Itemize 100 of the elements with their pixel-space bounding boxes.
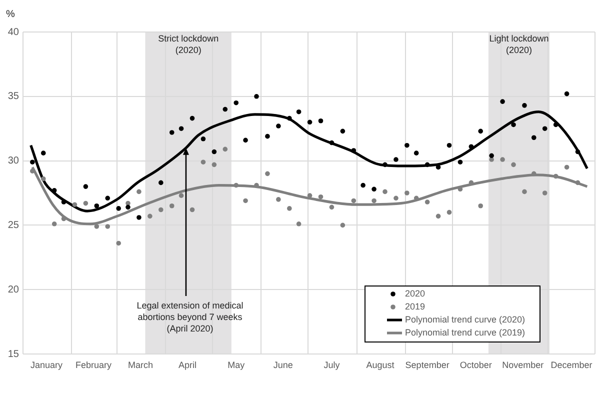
point <box>52 222 57 226</box>
point <box>531 135 536 140</box>
x-tick-label: January <box>30 360 64 370</box>
point <box>424 200 430 204</box>
point <box>404 190 410 196</box>
y-tick-label: 30 <box>8 156 20 167</box>
point <box>40 150 46 156</box>
point <box>94 224 100 229</box>
x-tick-label: March <box>128 360 154 370</box>
point <box>575 149 580 154</box>
x-tick-label: December <box>550 360 592 370</box>
point <box>382 162 388 168</box>
point <box>178 193 184 198</box>
point <box>372 198 376 204</box>
point <box>522 189 527 194</box>
point <box>500 157 505 162</box>
point <box>446 142 452 148</box>
point <box>500 99 505 104</box>
y-tick-label: 40 <box>8 26 20 38</box>
point <box>158 180 164 186</box>
x-tick-label: February <box>76 360 112 370</box>
point <box>243 138 248 143</box>
point <box>394 157 398 162</box>
point <box>105 224 110 229</box>
point <box>382 189 388 194</box>
x-tick-label: August <box>366 360 395 370</box>
line-series <box>30 110 588 212</box>
point <box>478 203 483 208</box>
point <box>190 116 195 121</box>
point <box>200 160 206 164</box>
point <box>116 206 121 211</box>
point <box>553 174 558 179</box>
point <box>446 210 452 215</box>
point <box>212 162 217 168</box>
point <box>83 200 88 206</box>
point <box>307 193 312 198</box>
point <box>340 128 346 134</box>
point <box>222 106 228 112</box>
legend-label: 2020 <box>405 288 426 298</box>
x-tick-label: September <box>405 360 450 370</box>
point <box>276 124 281 128</box>
point <box>478 128 483 134</box>
point <box>148 214 152 219</box>
point <box>404 142 410 148</box>
point <box>296 109 302 114</box>
point <box>276 197 281 202</box>
point <box>234 100 239 106</box>
point <box>318 118 324 124</box>
point <box>243 198 248 204</box>
band-label: Light lockdown (2020) <box>489 33 549 55</box>
point <box>83 184 88 189</box>
y-tick-label: 20 <box>8 284 20 296</box>
point <box>436 214 441 219</box>
x-tick-label: June <box>273 360 293 370</box>
point <box>126 204 130 210</box>
point <box>72 202 78 207</box>
point <box>511 162 516 168</box>
point <box>436 164 441 170</box>
y-tick-label: 15 <box>8 348 20 360</box>
point <box>94 203 100 208</box>
point <box>564 164 570 170</box>
point <box>351 198 356 204</box>
point <box>52 188 57 193</box>
point <box>468 144 474 150</box>
point <box>40 176 46 182</box>
point <box>414 150 419 156</box>
x-tick-label: November <box>502 360 544 370</box>
point <box>458 160 463 164</box>
point <box>296 222 302 226</box>
point <box>254 94 259 99</box>
legend-label: 2019 <box>405 301 426 312</box>
point <box>30 160 35 164</box>
point <box>329 204 334 210</box>
legend-label: Polynomial trend curve (2019) <box>405 327 526 338</box>
x-tick-label: April <box>178 360 197 370</box>
point <box>265 171 270 176</box>
legend-label: Polynomial trend curve (2020) <box>405 314 526 324</box>
point <box>190 207 195 212</box>
point <box>212 149 217 154</box>
point <box>222 146 228 152</box>
point <box>531 171 536 176</box>
point <box>351 148 356 153</box>
annotation: Legal extension of medical abortions beyond 7 weeks (April 2020) <box>136 300 244 334</box>
line-series <box>31 166 588 226</box>
point <box>372 186 376 192</box>
point <box>329 140 334 146</box>
point <box>575 180 580 186</box>
point <box>307 120 312 125</box>
point <box>116 240 121 246</box>
point <box>553 122 558 128</box>
point <box>542 190 548 196</box>
x-tick-label: May <box>228 360 246 370</box>
point <box>340 222 346 228</box>
y-axis-title: % <box>6 8 15 20</box>
point <box>178 126 184 131</box>
point <box>169 203 174 208</box>
point <box>105 196 110 201</box>
point <box>287 116 292 121</box>
x-tick-label: July <box>324 360 340 370</box>
point <box>542 126 548 131</box>
